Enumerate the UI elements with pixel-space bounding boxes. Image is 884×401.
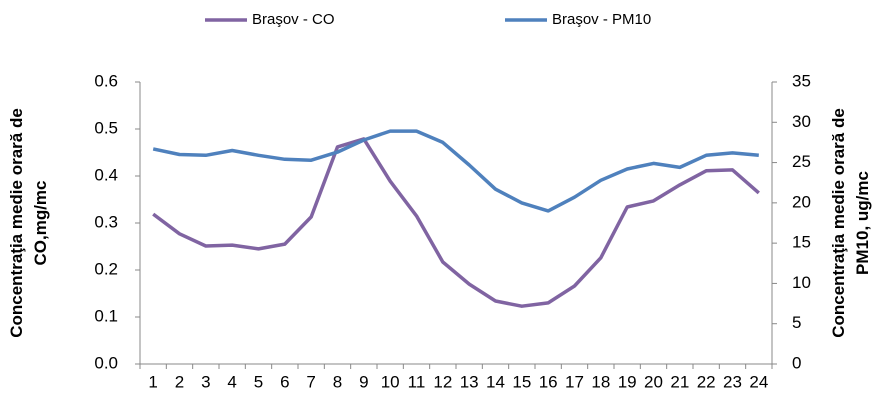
x-tick-label: 18 <box>591 372 610 391</box>
x-tick-label: 14 <box>486 372 505 391</box>
y-tick-label: 0.5 <box>94 118 118 137</box>
y2-tick-label: 20 <box>792 192 811 211</box>
legend-label: Braşov - CO <box>252 11 335 28</box>
x-tick-label: 24 <box>749 372 768 391</box>
x-tick-label: 9 <box>359 372 368 391</box>
y-tick-label: 0.1 <box>94 306 118 325</box>
x-tick-label: 10 <box>381 372 400 391</box>
y-tick-label: 0.6 <box>94 71 118 90</box>
y2-tick-label: 0 <box>792 353 801 372</box>
x-tick-label: 16 <box>539 372 558 391</box>
x-tick-label: 8 <box>333 372 342 391</box>
y2-axis-title-line: Concentraţia medie orară de <box>829 108 848 338</box>
x-tick-label: 13 <box>460 372 479 391</box>
y-tick-label: 0.0 <box>94 353 118 372</box>
x-tick-label: 15 <box>512 372 531 391</box>
x-tick-label: 23 <box>723 372 742 391</box>
x-tick-label: 7 <box>306 372 315 391</box>
y2-tick-label: 5 <box>792 313 801 332</box>
y-axis-title-line: Concentraţia medie orară de <box>7 108 26 338</box>
x-tick-label: 12 <box>433 372 452 391</box>
y2-tick-label: 10 <box>792 273 811 292</box>
y-tick-label: 0.4 <box>94 165 118 184</box>
y2-axis-title-line: PM10, ug/mc <box>853 171 872 275</box>
y2-tick-label: 30 <box>792 112 811 131</box>
y-tick-label: 0.3 <box>94 212 118 231</box>
y2-tick-label: 35 <box>792 71 811 90</box>
line-series <box>152 129 759 213</box>
x-tick-label: 3 <box>201 372 210 391</box>
x-tick-label: 4 <box>227 372 236 391</box>
x-tick-label: 19 <box>618 372 637 391</box>
y2-axis-title: Concentraţia medie orară de PM10, ug/mc <box>829 108 872 338</box>
y2-tick-label: 15 <box>792 233 811 252</box>
x-tick-label: 6 <box>280 372 289 391</box>
y-tick-label: 0.2 <box>94 259 118 278</box>
line-series <box>152 137 760 308</box>
y-axis-title-line: CO,mg/mc <box>31 180 50 265</box>
x-tick-label: 2 <box>175 372 184 391</box>
x-tick-label: 1 <box>148 372 157 391</box>
x-tick-label: 11 <box>408 372 426 391</box>
x-tick-label: 20 <box>644 372 663 391</box>
x-tick-label: 21 <box>670 372 689 391</box>
y2-tick-label: 25 <box>792 152 811 171</box>
y-axis-title: Concentraţia medie orară de CO,mg/mc <box>7 108 50 338</box>
x-tick-label: 17 <box>565 372 584 391</box>
x-tick-label: 5 <box>254 372 263 391</box>
x-tick-label: 22 <box>697 372 716 391</box>
legend-label: Braşov - PM10 <box>552 11 651 28</box>
